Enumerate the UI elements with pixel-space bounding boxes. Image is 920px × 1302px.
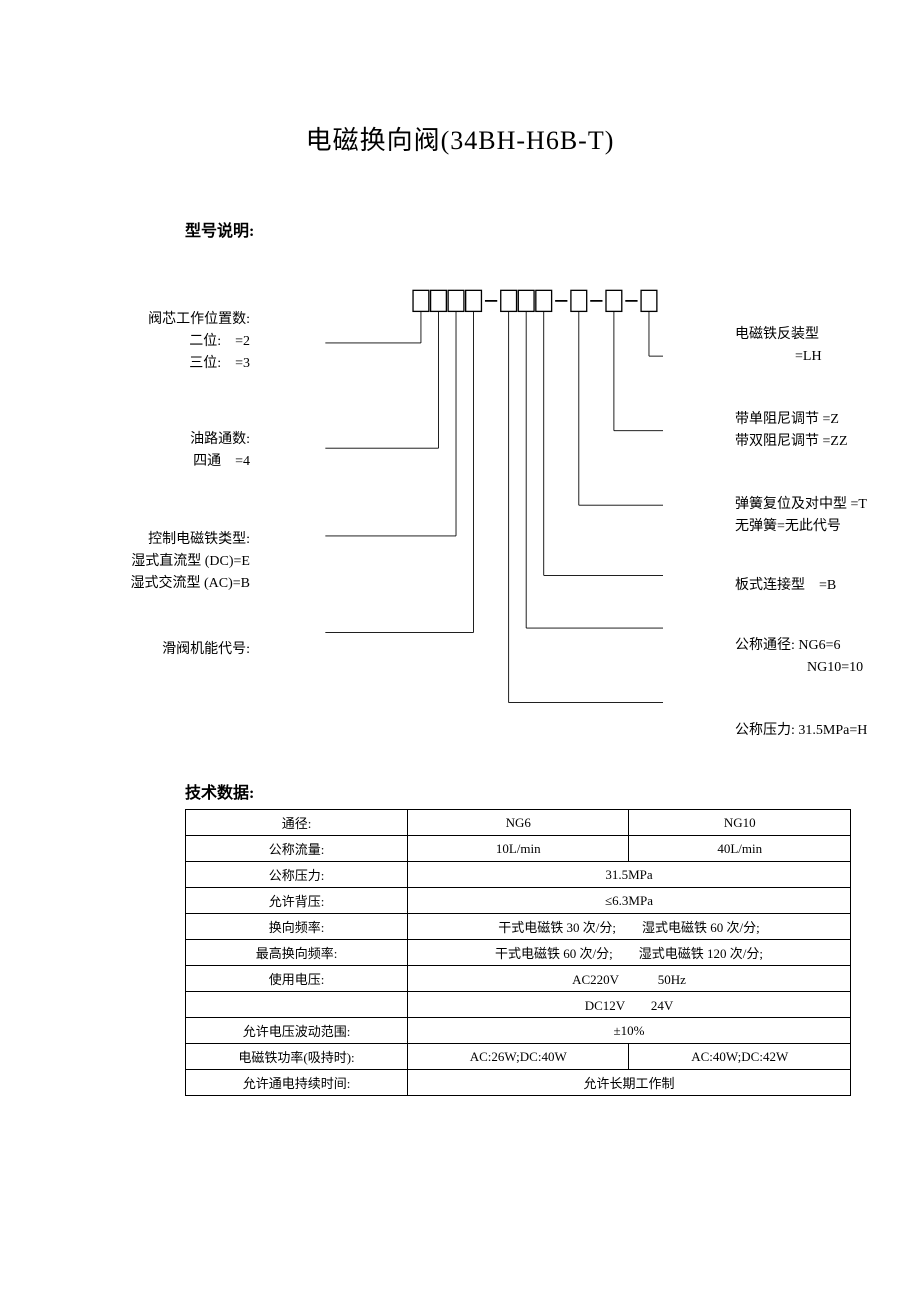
table-row: 通径: NG6 NG10 (186, 810, 851, 836)
table-row: 允许通电持续时间: 允许长期工作制 (186, 1070, 851, 1096)
right-g5: 公称通径: NG6=6 NG10=10 (735, 635, 863, 679)
row4-span: 干式电磁铁 60 次/分; 湿式电磁铁 120 次/分; (408, 940, 851, 966)
table-row: 换向频率: 干式电磁铁 30 次/分; 湿式电磁铁 60 次/分; (186, 914, 851, 940)
row9-head: 允许通电持续时间: (186, 1070, 408, 1096)
left-g3-head: 控制电磁铁类型: (130, 529, 250, 551)
row6-span: DC12V 24V (408, 992, 851, 1018)
row5-head: 使用电压: (186, 966, 408, 992)
row0-c0: 10L/min (408, 836, 629, 862)
right-g3: 弹簧复位及对中型 =T 无弹簧=无此代号 (735, 494, 867, 538)
row0-c1: 40L/min (629, 836, 851, 862)
right-g1-l0: =LH (735, 346, 822, 368)
right-g4-l0: 板式连接型 =B (735, 575, 836, 597)
right-g6: 公称压力: 31.5MPa=H (735, 720, 867, 742)
table-row: 公称流量: 10L/min 40L/min (186, 836, 851, 862)
row1-span: 31.5MPa (408, 862, 851, 888)
right-g2-l1: 带双阻尼调节 =ZZ (735, 431, 848, 453)
row8-c0: AC:26W;DC:40W (408, 1044, 629, 1070)
col-head-1: NG6 (408, 810, 629, 836)
row7-span: ±10% (408, 1018, 851, 1044)
left-g3-l0: 湿式直流型 (DC)=E (130, 551, 250, 573)
left-g1-l1: 三位: =3 (148, 353, 250, 375)
row2-head: 允许背压: (186, 888, 408, 914)
left-g1: 阀芯工作位置数: 二位: =2 三位: =3 (148, 309, 250, 375)
right-g6-l0: 公称压力: 31.5MPa=H (735, 720, 867, 742)
left-g2-l0: 四通 =4 (190, 451, 250, 473)
right-g1-head: 电磁铁反装型 (735, 324, 822, 346)
right-g3-l1: 无弹簧=无此代号 (735, 516, 867, 538)
row6-head (186, 992, 408, 1018)
right-g5-l0: 公称通径: NG6=6 (735, 635, 863, 657)
right-g2-l0: 带单阻尼调节 =Z (735, 409, 848, 431)
table-row: DC12V 24V (186, 992, 851, 1018)
right-g3-l0: 弹簧复位及对中型 =T (735, 494, 867, 516)
table-row: 使用电压: AC220V 50Hz (186, 966, 851, 992)
left-g3-l1: 湿式交流型 (AC)=B (130, 573, 250, 595)
right-g5-l1: NG10=10 (735, 657, 863, 679)
table-row: 允许电压波动范围: ±10% (186, 1018, 851, 1044)
row9-span: 允许长期工作制 (408, 1070, 851, 1096)
left-g2: 油路通数: 四通 =4 (190, 429, 250, 473)
spec-table: 通径: NG6 NG10 公称流量: 10L/min 40L/min 公称压力:… (185, 809, 851, 1096)
right-g4: 板式连接型 =B (735, 575, 836, 597)
row3-span: 干式电磁铁 30 次/分; 湿式电磁铁 60 次/分; (408, 914, 851, 940)
right-g2: 带单阻尼调节 =Z 带双阻尼调节 =ZZ (735, 409, 848, 453)
right-g1: 电磁铁反装型 =LH (735, 324, 822, 368)
row8-c1: AC:40W;DC:42W (629, 1044, 851, 1070)
model-diagram: 阀芯工作位置数: 二位: =2 三位: =3 油路通数: 四通 =4 控制电磁铁… (185, 249, 820, 779)
left-g1-l0: 二位: =2 (148, 331, 250, 353)
row8-head: 电磁铁功率(吸持时): (186, 1044, 408, 1070)
col-head-0: 通径: (186, 810, 408, 836)
table-row: 电磁铁功率(吸持时): AC:26W;DC:40W AC:40W;DC:42W (186, 1044, 851, 1070)
row4-head: 最高换向频率: (186, 940, 408, 966)
table-row: 允许背压: ≤6.3MPa (186, 888, 851, 914)
row2-span: ≤6.3MPa (408, 888, 851, 914)
row1-head: 公称压力: (186, 862, 408, 888)
diagram-svg (185, 249, 820, 779)
table-row: 公称压力: 31.5MPa (186, 862, 851, 888)
spec-section-label: 技术数据: (185, 779, 830, 803)
row3-head: 换向频率: (186, 914, 408, 940)
row7-head: 允许电压波动范围: (186, 1018, 408, 1044)
left-g4: 滑阀机能代号: (162, 639, 250, 661)
left-g1-head: 阀芯工作位置数: (148, 309, 250, 331)
left-g4-head: 滑阀机能代号: (162, 639, 250, 661)
col-head-2: NG10 (629, 810, 851, 836)
left-g2-head: 油路通数: (190, 429, 250, 451)
row5-span: AC220V 50Hz (408, 966, 851, 992)
left-g3: 控制电磁铁类型: 湿式直流型 (DC)=E 湿式交流型 (AC)=B (130, 529, 250, 595)
table-row: 最高换向频率: 干式电磁铁 60 次/分; 湿式电磁铁 120 次/分; (186, 940, 851, 966)
row0-head: 公称流量: (186, 836, 408, 862)
page-title: 电磁换向阀(34BH-H6B-T) (90, 120, 830, 157)
model-section-label: 型号说明: (185, 217, 830, 241)
page: 电磁换向阀(34BH-H6B-T) 型号说明: (0, 0, 920, 1302)
